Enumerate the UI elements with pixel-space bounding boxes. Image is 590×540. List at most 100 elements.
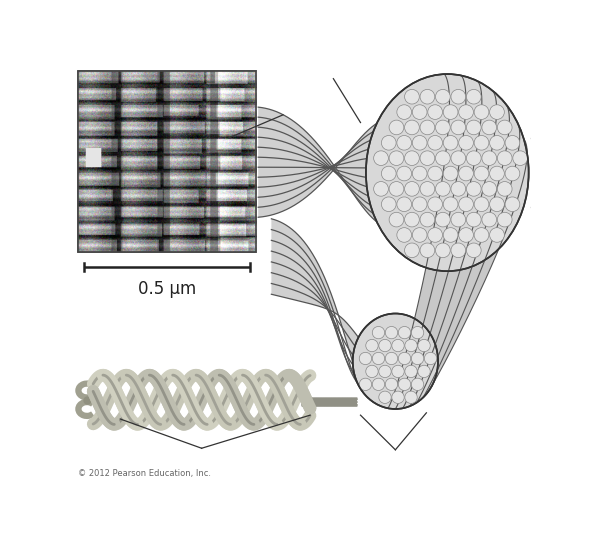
Circle shape: [405, 212, 419, 227]
Circle shape: [389, 151, 404, 165]
Polygon shape: [258, 107, 377, 222]
Circle shape: [482, 120, 497, 135]
Text: 0.5 µm: 0.5 µm: [137, 280, 196, 298]
Circle shape: [398, 352, 411, 365]
Circle shape: [435, 120, 450, 135]
Circle shape: [412, 228, 427, 242]
Circle shape: [379, 391, 391, 403]
Circle shape: [420, 243, 435, 258]
Circle shape: [420, 181, 435, 196]
Circle shape: [458, 136, 473, 150]
Circle shape: [373, 181, 388, 196]
Circle shape: [385, 352, 398, 365]
Circle shape: [405, 90, 419, 104]
Circle shape: [474, 197, 489, 212]
Circle shape: [397, 166, 412, 181]
Circle shape: [381, 197, 396, 212]
Circle shape: [474, 228, 489, 242]
Circle shape: [389, 120, 404, 135]
Circle shape: [381, 166, 396, 181]
Circle shape: [443, 166, 458, 181]
Circle shape: [381, 136, 396, 150]
Circle shape: [505, 166, 520, 181]
Circle shape: [474, 105, 489, 119]
Circle shape: [420, 212, 435, 227]
Circle shape: [372, 327, 385, 339]
Circle shape: [458, 166, 473, 181]
Circle shape: [366, 365, 378, 377]
Bar: [78, 71, 256, 252]
Circle shape: [490, 105, 504, 119]
Circle shape: [359, 378, 372, 390]
Circle shape: [373, 151, 388, 165]
Circle shape: [405, 391, 417, 403]
Circle shape: [497, 151, 512, 165]
Circle shape: [398, 378, 411, 390]
Circle shape: [428, 105, 442, 119]
Circle shape: [392, 365, 404, 377]
Circle shape: [411, 378, 424, 390]
Circle shape: [385, 327, 398, 339]
Circle shape: [482, 181, 497, 196]
Circle shape: [392, 391, 404, 403]
Circle shape: [397, 197, 412, 212]
Circle shape: [505, 197, 520, 212]
Circle shape: [435, 212, 450, 227]
Ellipse shape: [366, 74, 529, 271]
Circle shape: [428, 166, 442, 181]
Circle shape: [505, 136, 520, 150]
Circle shape: [435, 90, 450, 104]
Circle shape: [389, 181, 404, 196]
Circle shape: [497, 120, 512, 135]
Circle shape: [435, 181, 450, 196]
Circle shape: [389, 212, 404, 227]
Circle shape: [405, 243, 419, 258]
Circle shape: [428, 197, 442, 212]
Circle shape: [392, 339, 404, 352]
Circle shape: [405, 365, 417, 377]
Circle shape: [418, 339, 430, 352]
Circle shape: [412, 166, 427, 181]
Circle shape: [405, 120, 419, 135]
Circle shape: [412, 197, 427, 212]
Circle shape: [412, 136, 427, 150]
Circle shape: [467, 181, 481, 196]
Circle shape: [451, 151, 466, 165]
Circle shape: [467, 243, 481, 258]
Circle shape: [435, 151, 450, 165]
Circle shape: [513, 151, 527, 165]
Circle shape: [412, 105, 427, 119]
Circle shape: [428, 228, 442, 242]
Circle shape: [458, 228, 473, 242]
Circle shape: [372, 378, 385, 390]
Circle shape: [418, 365, 430, 377]
Circle shape: [379, 365, 391, 377]
Circle shape: [435, 243, 450, 258]
Circle shape: [397, 136, 412, 150]
Circle shape: [443, 136, 458, 150]
Circle shape: [467, 212, 481, 227]
Circle shape: [482, 212, 497, 227]
Circle shape: [443, 197, 458, 212]
Circle shape: [397, 105, 412, 119]
Circle shape: [397, 228, 412, 242]
Circle shape: [420, 151, 435, 165]
Circle shape: [474, 136, 489, 150]
Polygon shape: [388, 74, 527, 408]
Circle shape: [385, 378, 398, 390]
Circle shape: [420, 90, 435, 104]
Circle shape: [467, 151, 481, 165]
Circle shape: [497, 181, 512, 196]
Bar: [78, 71, 256, 252]
Circle shape: [467, 90, 481, 104]
Circle shape: [474, 166, 489, 181]
Circle shape: [490, 136, 504, 150]
Ellipse shape: [353, 314, 438, 409]
Circle shape: [451, 181, 466, 196]
Circle shape: [451, 212, 466, 227]
Circle shape: [490, 197, 504, 212]
Circle shape: [398, 327, 411, 339]
Circle shape: [405, 151, 419, 165]
Circle shape: [420, 120, 435, 135]
Circle shape: [458, 197, 473, 212]
